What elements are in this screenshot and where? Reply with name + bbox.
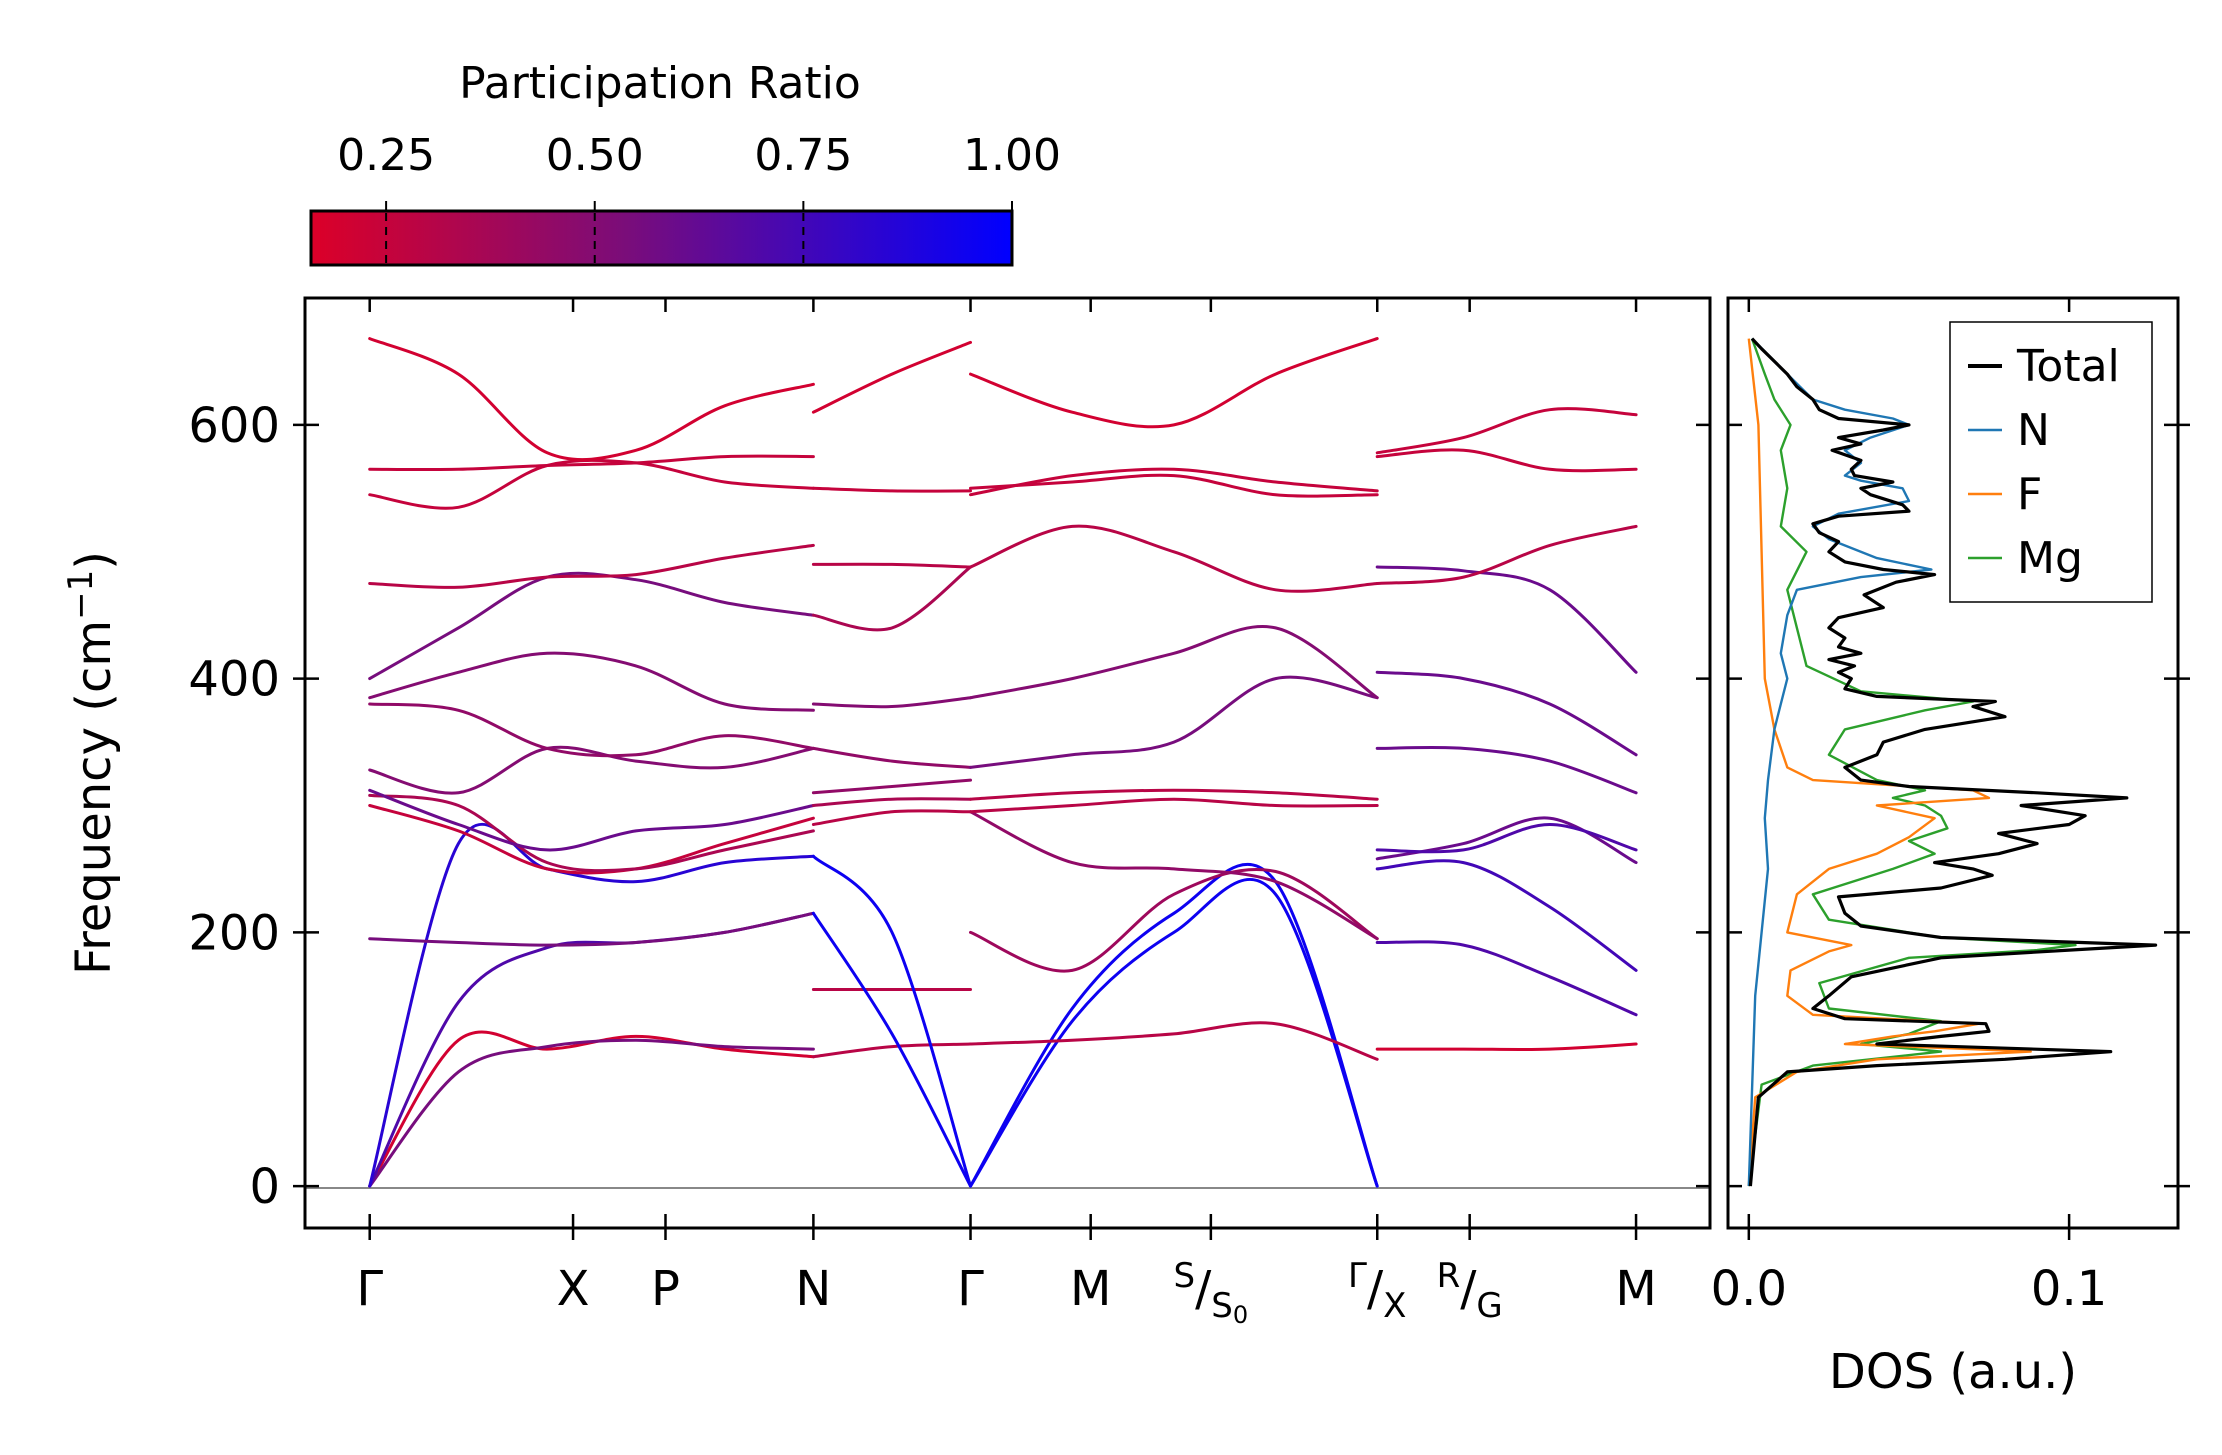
phonon-band — [969, 625, 1379, 700]
frequency-axis: 0 200 400 600 — [188, 398, 1710, 1215]
legend-label: F — [2017, 469, 2042, 520]
phonon-band — [368, 1038, 815, 1188]
kpoint-label: M — [1615, 1261, 1656, 1317]
phonon-band — [1375, 816, 1638, 865]
phonon-band — [368, 543, 815, 589]
phonon-band — [368, 911, 815, 947]
kpoint-label: N — [795, 1261, 831, 1317]
kpoint-label: R/G — [1437, 1256, 1503, 1326]
phonon-band — [969, 810, 1379, 941]
phonon-band — [811, 340, 972, 414]
dos-axis-title: DOS (a.u.) — [1829, 1344, 2077, 1400]
phonon-band — [368, 702, 815, 758]
phonon-band — [811, 565, 972, 632]
phonon-band — [969, 878, 1379, 1188]
phonon-band — [1375, 524, 1638, 585]
frequency-tick-label: 400 — [188, 652, 280, 708]
legend-label: Mg — [2017, 533, 2083, 584]
kpoint-axis: Γ X P N Γ M S/S0 Γ/X R/G M — [356, 298, 1657, 1329]
phonon-band — [368, 454, 815, 472]
colorbar-tick-label: 0.50 — [546, 130, 644, 181]
phonon-band — [1375, 670, 1638, 757]
dos-curve-mg — [1747, 338, 2077, 1187]
colorbar: Participation Ratio 0.25 0.50 0.75 1.00 — [309, 58, 1061, 267]
phonon-band — [811, 809, 972, 826]
dos-frame — [1726, 296, 2180, 1230]
phonon-band — [1375, 859, 1638, 972]
kpoint-label: M — [1070, 1261, 1111, 1317]
phonon-band — [811, 562, 972, 569]
phonon-band — [1375, 745, 1638, 795]
phonon-band — [969, 467, 1379, 497]
frequency-tick-label: 0 — [249, 1159, 280, 1215]
colorbar-gradient — [309, 209, 1014, 267]
colorbar-title: Participation Ratio — [459, 58, 861, 109]
phonon-band — [1375, 940, 1638, 1017]
phonon-band — [811, 1042, 972, 1059]
dos-axis: 0.0 0.1 — [1711, 298, 2190, 1317]
phonon-band — [969, 524, 1379, 593]
dos-panel: 0.0 0.1 DOS (a.u.) Total NF Mg — [1711, 296, 2190, 1400]
dispersion-panel: 0 200 400 600 Γ X P N Γ M S/S0 Γ/X R/G M Frequency (… — [61, 296, 1712, 1329]
kpoint-label: X — [557, 1261, 590, 1317]
phonon-band — [368, 1030, 815, 1188]
phonon-band — [969, 473, 1379, 498]
frequency-tick-label: 600 — [188, 398, 280, 454]
phonon-band — [969, 675, 1379, 769]
phonon-band — [368, 571, 815, 681]
dos-curve-total — [1748, 337, 2158, 1187]
phonon-band — [811, 854, 972, 1188]
phonon-band — [368, 651, 815, 712]
frequency-tick-label: 200 — [188, 905, 280, 961]
colorbar-tick-label: 0.25 — [337, 130, 435, 181]
phonon-band — [811, 797, 972, 807]
phonon-band — [969, 867, 1379, 973]
band-lines — [368, 337, 1638, 1188]
kpoint-label: Γ — [356, 1261, 383, 1317]
legend: Total NF Mg — [1949, 321, 2153, 603]
phonon-band — [969, 337, 1379, 429]
kpoint-label: S/S0 — [1174, 1256, 1249, 1329]
legend-box — [1949, 321, 2153, 603]
phonon-band — [969, 788, 1379, 801]
phonon-band — [368, 793, 815, 873]
phonon-band — [969, 1021, 1379, 1061]
dos-lines — [1747, 337, 2158, 1187]
phonon-band — [368, 823, 815, 1188]
phonon-band — [811, 486, 972, 493]
phonon-band — [811, 696, 972, 709]
phonon-band — [969, 863, 1379, 1188]
kpoint-label: P — [651, 1261, 680, 1317]
phonon-band — [1375, 822, 1638, 854]
phonon-band — [1375, 448, 1638, 473]
phonon-band — [368, 788, 815, 852]
phonon-band — [811, 911, 972, 1188]
colorbar-ticks: 0.25 0.50 0.75 1.00 — [337, 130, 1061, 263]
phonon-band — [811, 746, 972, 769]
phonon-band — [368, 911, 815, 1188]
colorbar-tick-label: 0.75 — [754, 130, 852, 181]
dos-tick-label: 0.1 — [2031, 1261, 2107, 1317]
dos-curve-f — [1747, 338, 2032, 1187]
legend-label: N — [2017, 405, 2050, 456]
kpoint-label: Γ — [957, 1261, 984, 1317]
legend-label: Total — [2016, 341, 2120, 392]
phonon-band — [368, 458, 815, 510]
phonon-band — [1375, 565, 1638, 674]
phonon-band — [1375, 407, 1638, 455]
dispersion-frame — [303, 296, 1712, 1230]
phonon-band — [368, 337, 815, 462]
phonon-band — [811, 778, 972, 795]
colorbar-tick-label: 1.00 — [963, 130, 1061, 181]
phonon-band — [1375, 1042, 1638, 1051]
phonon-band — [969, 797, 1379, 814]
phonon-band — [368, 804, 815, 875]
frequency-axis-title: Frequency (cm−1) — [61, 551, 122, 975]
phonon-band — [368, 745, 815, 795]
dos-tick-label: 0.0 — [1711, 1261, 1787, 1317]
legend-items: Total NF Mg — [1968, 341, 2120, 584]
kpoint-label: Γ/X — [1348, 1256, 1406, 1326]
